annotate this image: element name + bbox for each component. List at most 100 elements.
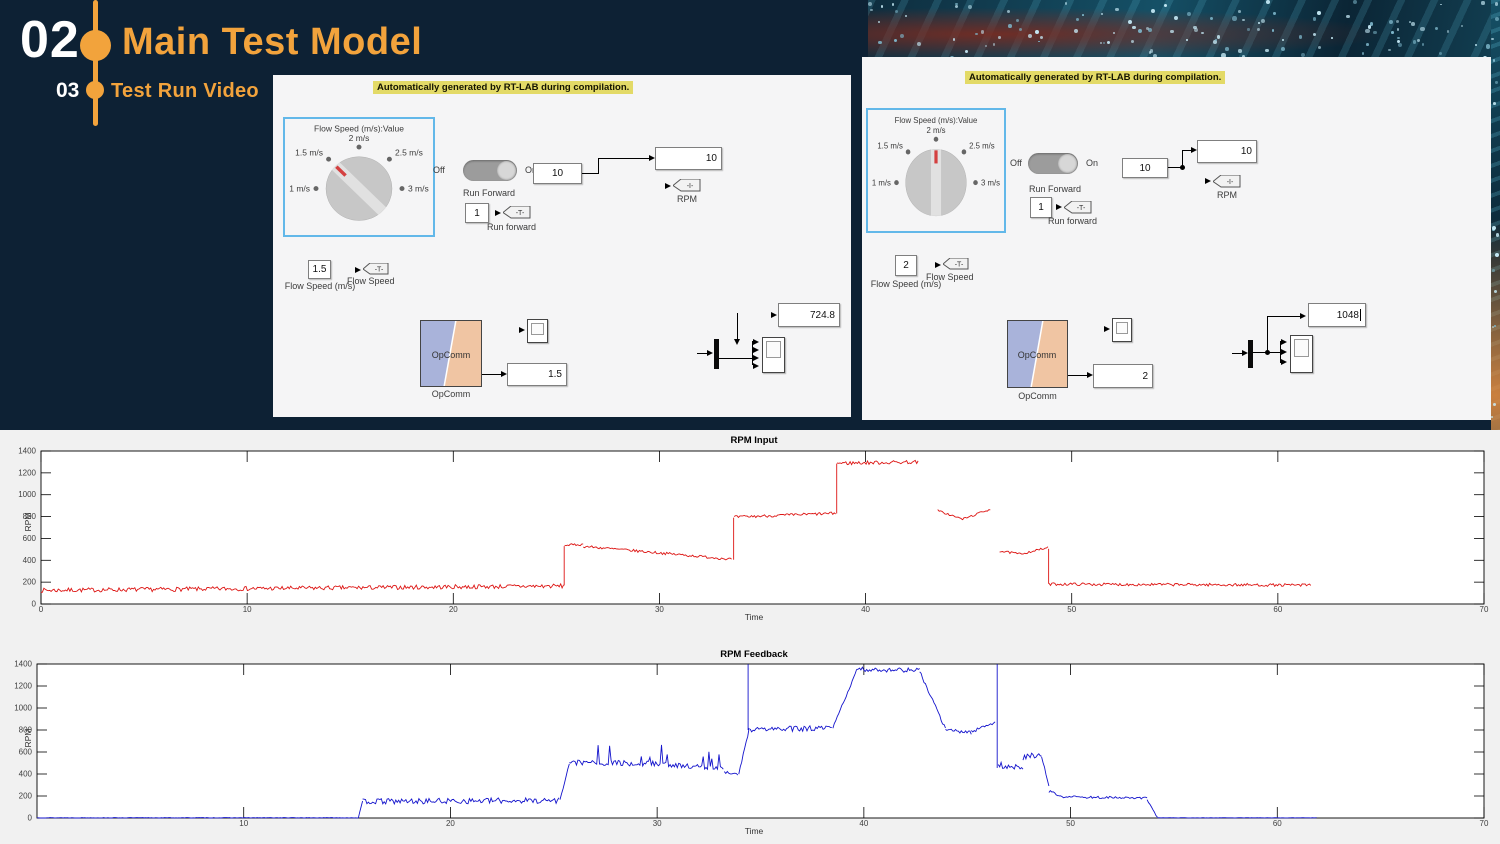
decor-dot [1247, 28, 1250, 31]
flow-speed-tag-label: Flow Speed [347, 276, 395, 286]
rpm-feedback-display[interactable]: 1048 [1308, 303, 1366, 327]
toggle-knob[interactable] [497, 161, 516, 180]
opcomm-text: OpComm [432, 350, 471, 360]
decor-dot [997, 36, 1001, 40]
knob-tick-dot [894, 180, 899, 186]
run-forward-constant[interactable]: 1 [465, 203, 489, 223]
wire [697, 353, 707, 354]
opcomm-display[interactable]: 1.5 [507, 363, 567, 386]
decor-dot [1103, 42, 1106, 45]
svg-text:1200: 1200 [18, 468, 36, 477]
knob-tick-dot [399, 186, 405, 192]
rpm-display[interactable]: 10 [1197, 140, 1257, 163]
simulink-panel-left: Automatically generated by RT-LAB during… [273, 75, 851, 417]
slide-subtitle: Test Run Video [111, 80, 259, 102]
wire [1182, 150, 1183, 167]
arrowhead [1056, 204, 1062, 210]
decor-dot [1282, 39, 1285, 42]
decor-dot [1396, 36, 1400, 40]
decor-dot [1345, 14, 1350, 19]
decor-dot [1494, 289, 1498, 293]
decor-dot [1481, 1, 1485, 5]
decor-dot [992, 43, 996, 46]
flow-speed-knob[interactable]: Flow Speed (m/s):Value 1 m/s 1.5 m/s 2 m… [283, 117, 435, 237]
flow-speed-goto-tag[interactable]: -T- [363, 263, 389, 275]
knob-tick-dot [961, 149, 967, 155]
slide-number: 02 [20, 11, 80, 69]
toggle-caption: Run Forward [463, 188, 516, 198]
decor-dot [1495, 233, 1500, 237]
opcomm-border [420, 320, 482, 387]
svg-text:800: 800 [19, 726, 33, 735]
run-forward-toggle[interactable] [1028, 153, 1078, 174]
tag-text: -T- [1077, 205, 1086, 212]
decor-dot [916, 41, 921, 46]
svg-text:1400: 1400 [14, 660, 32, 669]
rpm-display[interactable]: 10 [655, 147, 722, 170]
run-forward-goto-tag[interactable]: -T- [503, 206, 531, 219]
knob-label: 1.5 m/s [877, 141, 903, 150]
decor-dot [1495, 17, 1500, 22]
rpm-tag-label: RPM [677, 194, 697, 204]
flow-speed-constant-label: Flow Speed (m/s) [284, 281, 356, 291]
flow-speed-constant[interactable]: 2 [895, 255, 917, 276]
rpm-feedback-display[interactable]: 724.8 [778, 303, 840, 327]
run-forward-tag-label: Run forward [1048, 216, 1098, 226]
knob-tick-dot [973, 180, 978, 186]
rpm-tag-label: RPM [1217, 190, 1237, 200]
wire [1280, 341, 1281, 363]
rpm-from-tag[interactable]: -I- [673, 179, 701, 192]
rpm-from-tag[interactable]: -I- [1213, 175, 1241, 188]
scope-block[interactable] [1290, 335, 1313, 373]
opcomm-block[interactable]: OpComm [420, 319, 482, 392]
svg-text:0: 0 [28, 814, 33, 823]
run-forward-toggle[interactable] [463, 160, 517, 181]
opcomm-block[interactable]: OpComm [1007, 319, 1068, 393]
decor-dot [1316, 10, 1321, 15]
decor-dot [1421, 43, 1425, 46]
wire [1182, 150, 1191, 151]
knob-tick-dot [933, 136, 939, 142]
decor-dot [1163, 4, 1168, 8]
scope-small[interactable] [527, 319, 548, 343]
opcomm-caption: OpComm [431, 389, 471, 399]
run-forward-goto-tag[interactable]: -T- [1064, 201, 1092, 214]
mux-block[interactable] [714, 339, 719, 369]
decor-dot [952, 38, 956, 41]
arrowhead [707, 349, 713, 356]
chart-ylabel-rpm-input: RPM [23, 512, 33, 532]
wire [598, 158, 649, 159]
scope-small[interactable] [1112, 318, 1132, 342]
run-forward-constant[interactable]: 1 [1030, 197, 1052, 218]
decor-dot [1411, 22, 1415, 26]
decor-dot [1170, 29, 1174, 33]
flow-speed-tag-label: Flow Speed [926, 272, 974, 282]
svg-text:1000: 1000 [18, 490, 36, 499]
mux-block[interactable] [1248, 340, 1253, 368]
opcomm-caption: OpComm [1018, 391, 1057, 401]
decor-dot [878, 41, 882, 45]
knob-label: 2 m/s [349, 133, 370, 143]
flow-speed-constant[interactable]: 1.5 [308, 260, 331, 279]
decor-dot [1127, 19, 1132, 24]
tag-text: -T- [375, 267, 384, 274]
svg-text:60: 60 [1273, 819, 1282, 828]
toggle-on-label: On [1086, 158, 1099, 168]
arrowhead [665, 182, 671, 189]
toggle-knob[interactable] [1058, 154, 1077, 173]
wire [719, 358, 752, 359]
wire [1068, 375, 1088, 376]
scope-block[interactable] [762, 337, 785, 373]
svg-text:60: 60 [1273, 605, 1282, 614]
accent-dot-small [86, 81, 104, 99]
rpm-constant[interactable]: 10 [533, 163, 582, 184]
knob-tick-dot [386, 156, 392, 162]
decor-dot [1193, 28, 1198, 32]
flow-speed-knob[interactable]: Flow Speed (m/s):Value 1 m/s 1.5 m/s 2 m… [866, 108, 1006, 233]
rpm-constant[interactable]: 10 [1122, 158, 1168, 178]
flow-speed-goto-tag[interactable]: -T- [943, 258, 969, 270]
accent-dot [80, 30, 111, 61]
opcomm-display[interactable]: 2 [1093, 364, 1153, 388]
decor-dot [1027, 34, 1032, 39]
background-decoration-strip [1491, 0, 1500, 430]
